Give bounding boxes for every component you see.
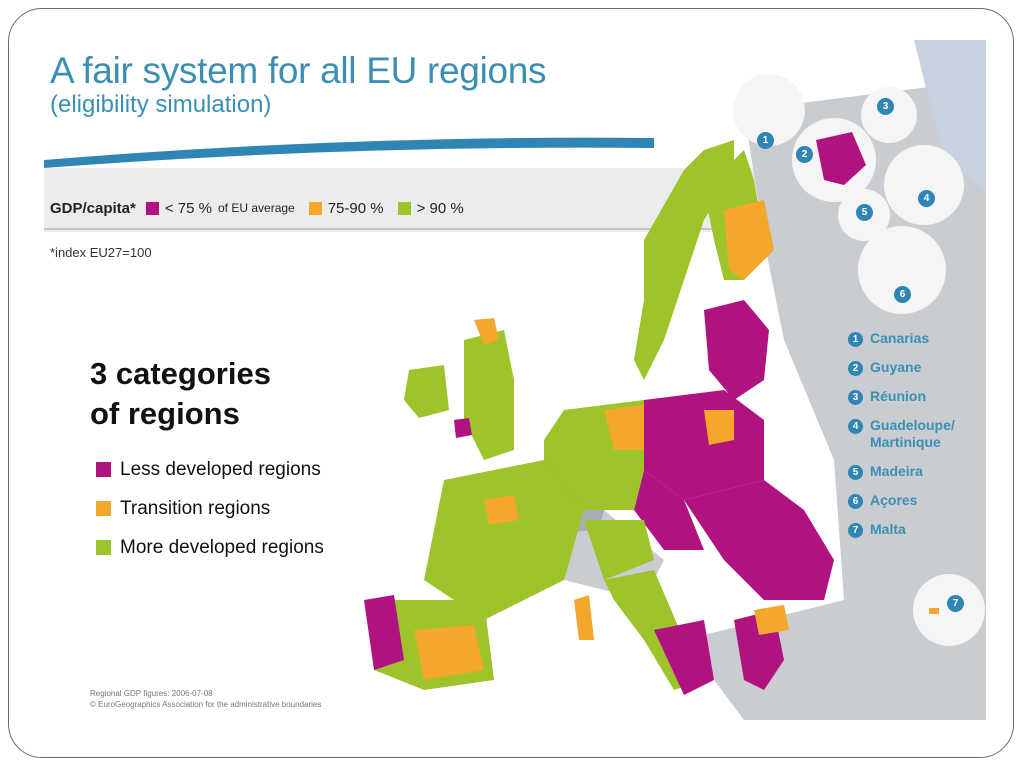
category-more-developed: More developed regions — [96, 528, 324, 567]
categories-title-line2: of regions — [90, 396, 240, 431]
list-item-name: Guyane — [870, 359, 922, 375]
gdp-legend: GDP/capita* < 75 % of EU average 75-90 %… — [50, 196, 464, 220]
list-item-name: Réunion — [870, 388, 926, 404]
list-item-number: 2 — [848, 361, 863, 376]
list-item: 1 Canarias — [848, 330, 964, 347]
region-corsica-sardinia — [574, 595, 594, 640]
region-spain-south — [414, 625, 484, 680]
category-swatch-less — [96, 462, 111, 477]
categories-list: Less developed regions Transition region… — [96, 450, 324, 567]
region-portugal — [364, 595, 404, 670]
category-swatch-transition — [96, 501, 111, 516]
index-note: *index EU27=100 — [50, 245, 152, 260]
categories-title: 3 categories of regions — [90, 354, 271, 434]
list-item-name: Guadeloupe/ Martinique — [870, 417, 955, 450]
source-line1: Regional GDP figures: 2006-07-08 — [90, 689, 213, 698]
list-item: 7 Malta — [848, 521, 964, 538]
category-label-transition: Transition regions — [120, 497, 271, 519]
list-item-number: 7 — [848, 523, 863, 538]
region-uk — [464, 330, 514, 460]
inset-acores — [858, 226, 946, 314]
region-romania-bulgaria — [684, 480, 834, 600]
list-item-name: Malta — [870, 521, 906, 537]
slide-subtitle: (eligibility simulation) — [50, 91, 272, 118]
header-swoosh — [44, 137, 654, 168]
region-warsaw — [704, 410, 734, 445]
region-finland-east — [724, 200, 774, 280]
list-item: 3 Réunion — [848, 388, 964, 405]
inset-malta — [913, 574, 985, 646]
list-item: 4 Guadeloupe/ Martinique — [848, 417, 964, 451]
region-austria — [584, 520, 654, 580]
badge-5: 5 — [856, 204, 873, 221]
list-item-number: 3 — [848, 390, 863, 405]
region-malta — [929, 608, 939, 614]
legend-swatch-high — [397, 201, 411, 215]
region-guyane — [816, 132, 866, 185]
list-item-name: Madeira — [870, 463, 923, 479]
list-item: 2 Guyane — [848, 359, 964, 376]
legend-text-high: > 90 % — [416, 199, 464, 217]
region-italy-south — [654, 620, 714, 695]
list-item-number: 4 — [848, 419, 863, 434]
list-item-name: Açores — [870, 492, 918, 508]
legend-swatch-mid — [308, 201, 322, 215]
source-line2: © EuroGeographics Association for the ad… — [90, 700, 322, 709]
list-item: 5 Madeira — [848, 463, 964, 480]
dotted-land-area — [914, 40, 986, 190]
inset-canarias — [733, 74, 805, 146]
list-item-number: 1 — [848, 332, 863, 347]
inset-reunion — [861, 87, 917, 143]
badge-4: 4 — [918, 190, 935, 207]
region-greece-north — [754, 605, 789, 635]
category-label-less: Less developed regions — [120, 458, 321, 480]
region-hungary-slovakia — [634, 470, 704, 550]
legend-text-mid: 75-90 % — [327, 199, 384, 217]
categories-title-line1: 3 categories — [90, 356, 271, 391]
category-less-developed: Less developed regions — [96, 450, 324, 489]
badge-2: 2 — [796, 146, 813, 163]
region-west-wales — [454, 418, 472, 438]
source-note: Regional GDP figures: 2006-07-08 © EuroG… — [90, 688, 321, 710]
badge-6: 6 — [894, 286, 911, 303]
region-france — [424, 460, 584, 620]
outermost-regions-list: 1 Canarias 2 Guyane 3 Réunion 4 Guadeloupe/ … — [848, 330, 964, 550]
list-item: 6 Açores — [848, 492, 964, 509]
region-baltics — [704, 300, 769, 400]
category-transition: Transition regions — [96, 489, 324, 528]
region-germany-east — [604, 405, 644, 450]
badge-7: 7 — [947, 595, 964, 612]
list-item-name: Canarias — [870, 330, 930, 346]
inset-guadeloupe — [884, 145, 964, 225]
region-france-north — [484, 495, 519, 525]
region-ireland — [404, 365, 449, 418]
legend-swatch-low — [145, 201, 159, 215]
region-highlands — [474, 318, 499, 345]
legend-text-low-note: of EU average — [218, 201, 295, 215]
legend-text-low: < 75 % — [164, 199, 212, 217]
list-item-number: 5 — [848, 465, 863, 480]
list-item-number: 6 — [848, 494, 863, 509]
category-swatch-more — [96, 540, 111, 555]
badge-3: 3 — [877, 98, 894, 115]
category-label-more: More developed regions — [120, 536, 324, 558]
header-divider — [44, 228, 986, 230]
slide-title: A fair system for all EU regions — [50, 50, 547, 91]
eu-regions-map — [44, 40, 986, 720]
badge-1: 1 — [757, 132, 774, 149]
gdp-legend-label: GDP/capita* — [50, 199, 136, 217]
slide: 1 2 3 4 5 6 7 A fair system for all EU r… — [44, 40, 986, 720]
